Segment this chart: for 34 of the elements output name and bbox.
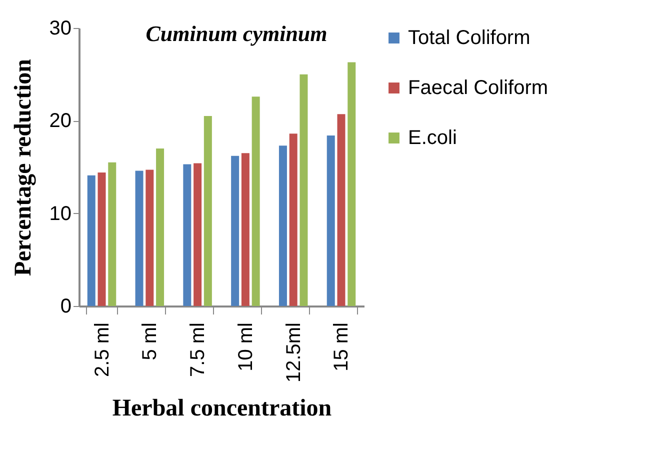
legend-label: E.coli [408, 127, 457, 149]
bar [98, 172, 106, 306]
bar [326, 135, 335, 306]
legend-label: Total Coliform [408, 27, 530, 49]
bar [231, 156, 240, 306]
bar [337, 114, 346, 306]
bar [183, 164, 192, 306]
bar [289, 134, 298, 306]
bar [278, 146, 287, 306]
y-axis-title: Percentage reduction [10, 58, 36, 276]
bar [241, 153, 250, 306]
y-tick-label: 20 [49, 110, 72, 132]
y-tick-label: 10 [49, 202, 72, 225]
x-tick-label: 7.5 ml [187, 322, 210, 377]
bar [108, 162, 116, 306]
y-tick-label: 30 [49, 18, 72, 40]
bar [252, 96, 260, 306]
y-tick-label: 0 [60, 296, 72, 318]
chart-title: Cuminum cyminum [146, 21, 328, 46]
bar [204, 116, 212, 306]
x-tick-label: 12.5ml [282, 322, 305, 383]
x-tick-label: 5 ml [139, 322, 162, 360]
x-tick-label: 15 ml [330, 322, 353, 372]
x-axis-title: Herbal concentration [112, 396, 332, 422]
bar [87, 175, 96, 306]
bar [146, 170, 154, 306]
x-tick-label: 10 ml [234, 322, 257, 372]
bar [348, 62, 356, 306]
bar [156, 148, 164, 306]
bar [300, 74, 308, 306]
bar [135, 170, 144, 306]
legend-label: Faecal Coliform [408, 77, 548, 99]
bar [194, 163, 202, 306]
x-tick-label: 2.5 ml [91, 322, 114, 377]
